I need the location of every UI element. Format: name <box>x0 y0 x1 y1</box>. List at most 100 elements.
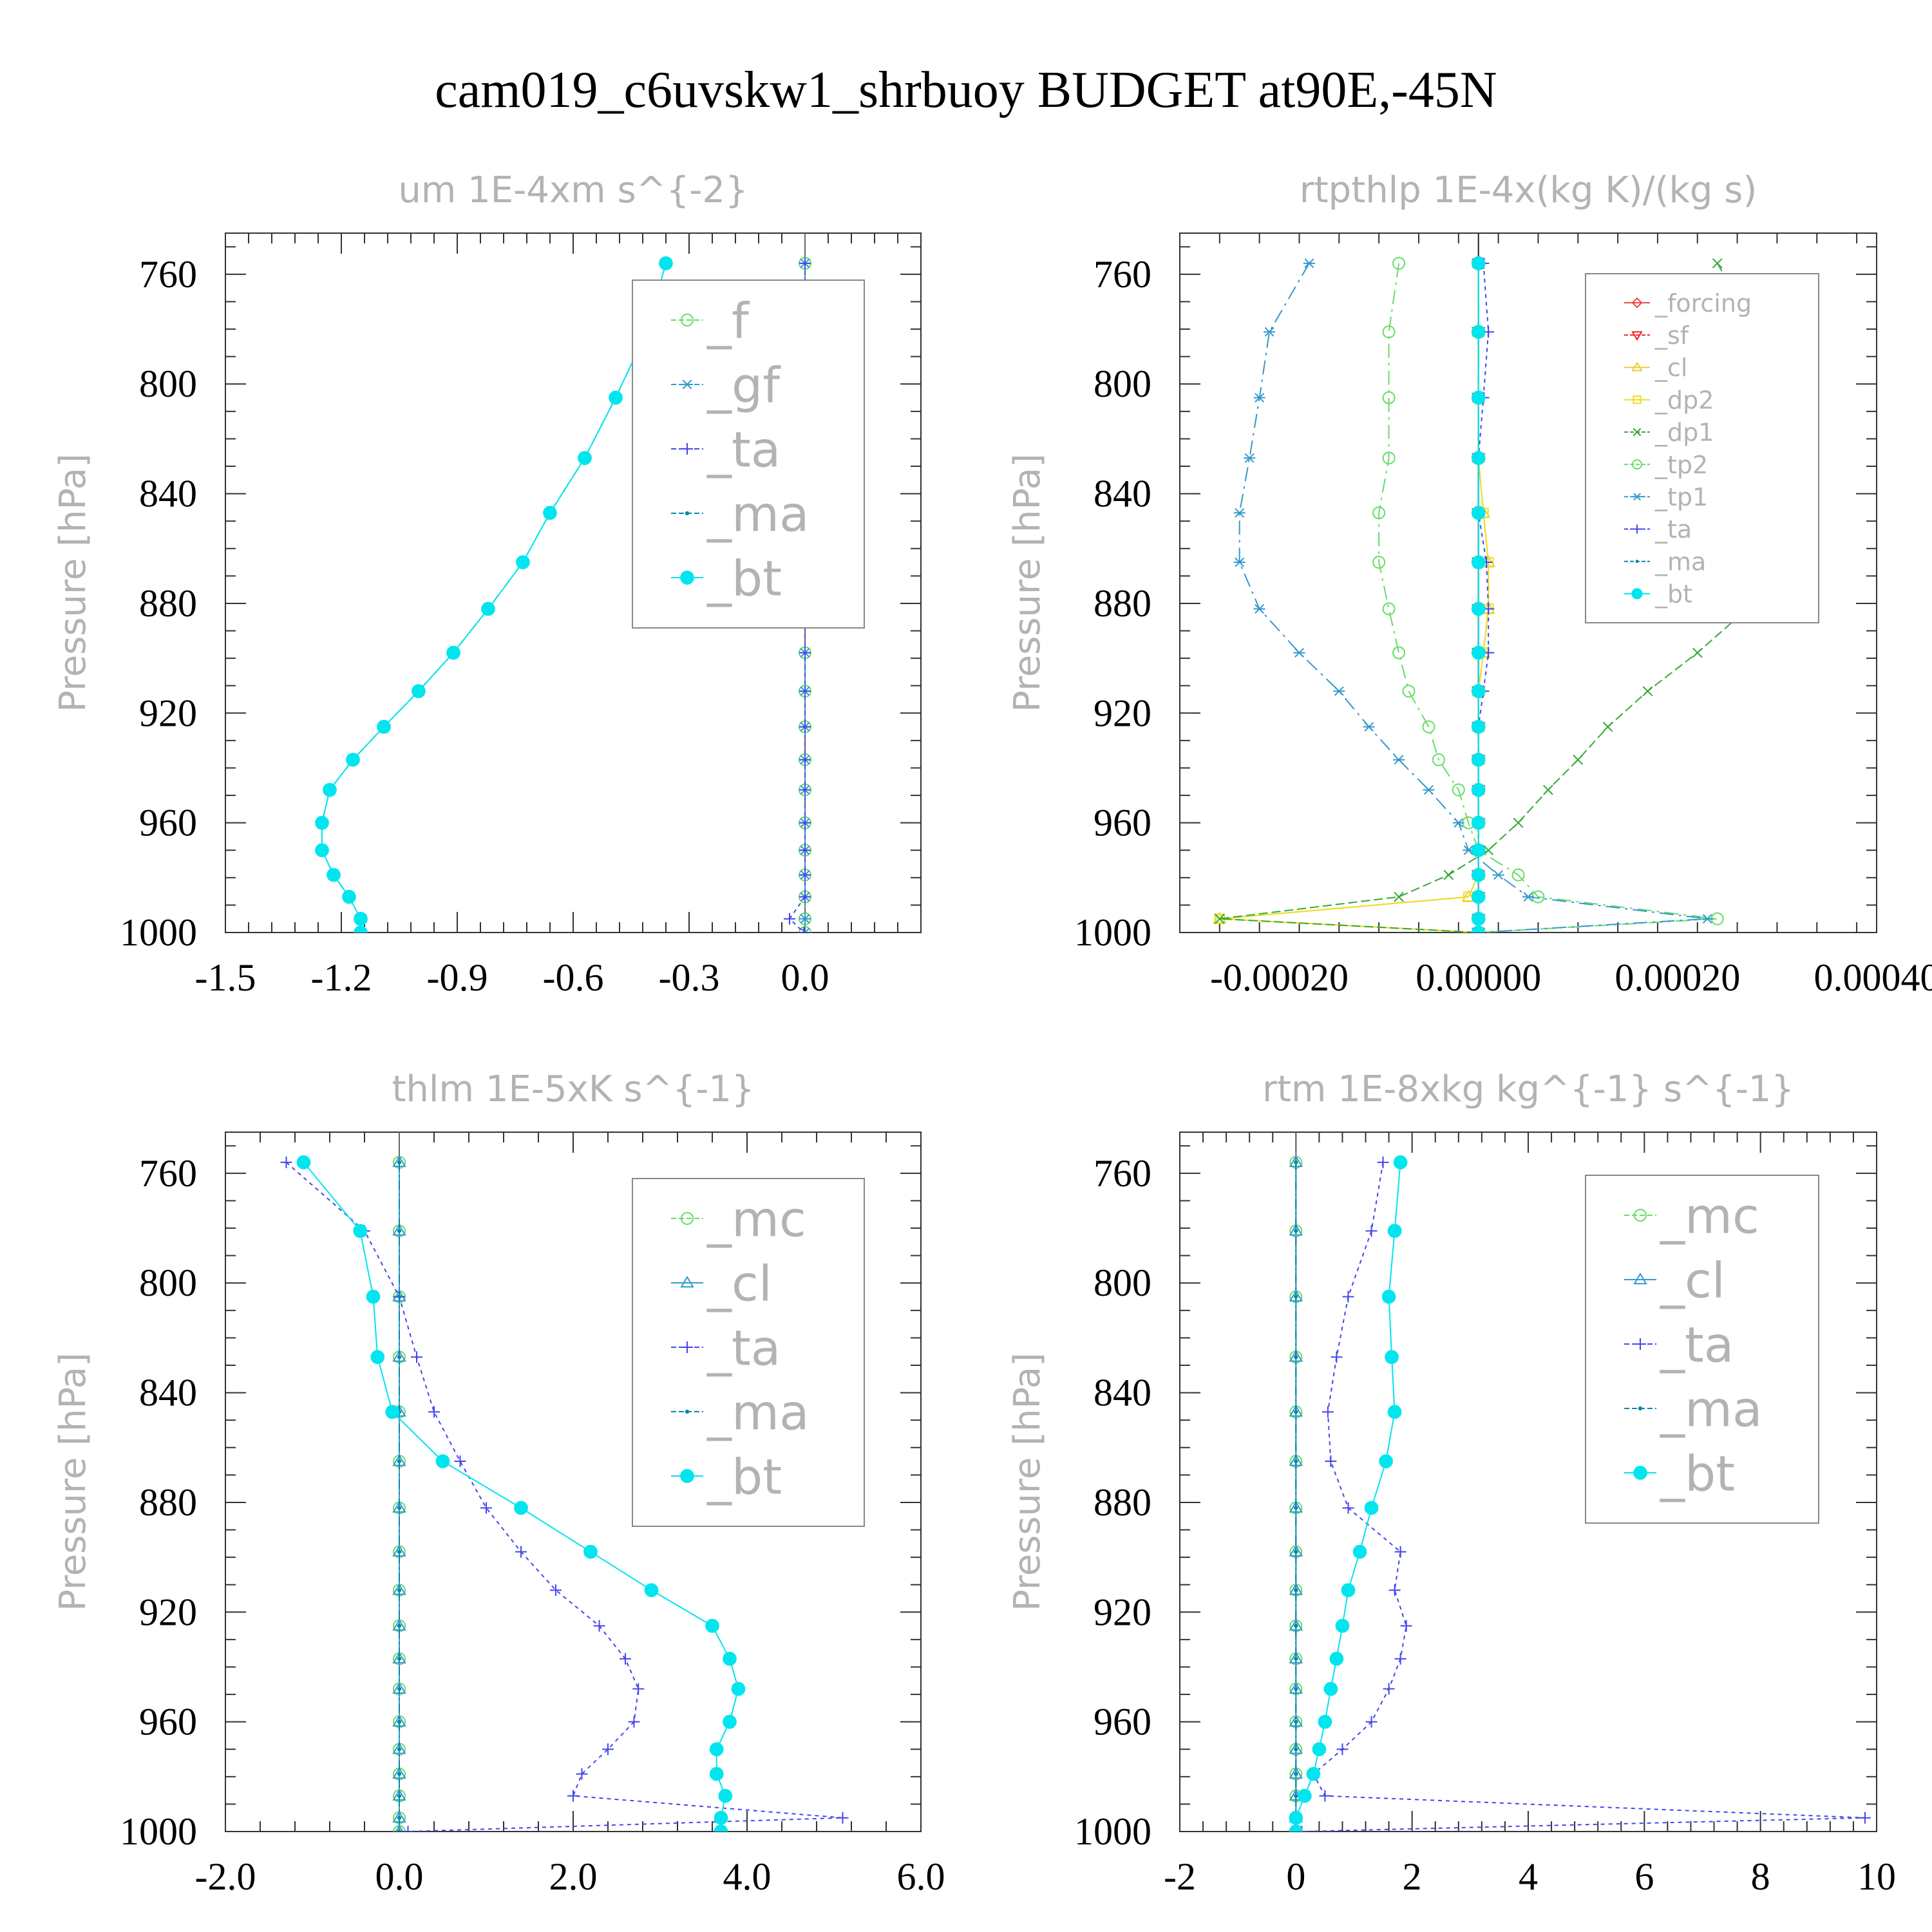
data-point_cl <box>392 1350 406 1362</box>
data-point_ma <box>1294 1506 1298 1510</box>
data-point_tp2 <box>1372 556 1386 569</box>
legend-marker_cl <box>1633 1273 1647 1285</box>
y-tick-label: 920 <box>139 692 197 734</box>
legend-label_dp1: _dp1 <box>1654 419 1714 447</box>
data-point_bt <box>731 1681 746 1696</box>
x-tick-label: 8 <box>1751 1855 1770 1898</box>
legend-label_gf: _gf <box>706 356 781 413</box>
data-point_ta <box>576 1768 588 1780</box>
data-point_ta <box>799 753 811 766</box>
data-point_bt <box>385 1405 400 1419</box>
data-point_ma <box>397 1719 402 1724</box>
data-point_bt <box>1298 1788 1312 1803</box>
data-point_bt <box>446 645 460 660</box>
series-group <box>1289 1155 1871 1832</box>
data-point_ta <box>1331 1351 1343 1363</box>
data-point_tp2 <box>1511 868 1525 882</box>
data-point_bt <box>1471 684 1486 699</box>
series-group <box>1213 256 1803 933</box>
y-tick-label: 800 <box>139 363 197 405</box>
legend-label_cl: _cl <box>1660 1251 1725 1309</box>
data-point_ma <box>397 1355 402 1359</box>
data-point_bt <box>296 1155 311 1170</box>
legend-marker_bt <box>680 571 694 585</box>
data-point_bt <box>370 1350 385 1365</box>
y-tick-label: 920 <box>139 1591 197 1633</box>
data-point_ta <box>1336 1743 1349 1756</box>
x-tick-label: -0.00020 <box>1210 956 1349 999</box>
panel-title: rtm 1E-8xkg kg^{-1} s^{-1} <box>1262 1068 1794 1110</box>
legend-marker_mc <box>681 1212 694 1225</box>
legend-label_cl: _cl <box>1654 354 1687 382</box>
data-point_ma <box>1294 1747 1298 1752</box>
data-point_bt <box>1471 645 1486 660</box>
data-point_ta <box>1394 1653 1406 1665</box>
data-point_tp1 <box>1293 648 1305 658</box>
data-point_tp2 <box>1382 602 1396 616</box>
data-point_bt <box>1381 1289 1396 1304</box>
data-point_ta <box>799 869 811 881</box>
data-point_bt <box>1471 815 1486 830</box>
data-point_bt <box>1471 506 1486 520</box>
legend-label_ta: _ta <box>706 421 781 478</box>
x-tick-label: 2.0 <box>549 1855 598 1898</box>
data-point_tp1 <box>1423 785 1435 795</box>
data-point_bt <box>1323 1681 1338 1696</box>
data-point_bt <box>323 782 337 797</box>
data-point_bt <box>1471 911 1486 926</box>
data-point_ma <box>397 1747 402 1752</box>
y-tick-label: 1000 <box>120 1810 197 1853</box>
data-point_bt <box>346 752 360 767</box>
data-point_ta <box>515 1546 527 1558</box>
data-point_tp2 <box>1452 783 1465 797</box>
series-group <box>280 1155 849 1832</box>
data-point_ma <box>1294 1656 1298 1661</box>
data-point_ma <box>1294 1624 1298 1628</box>
data-point_ta <box>1342 1291 1354 1303</box>
legend-label_sf: _sf <box>1654 321 1690 350</box>
data-point_ma <box>1294 1588 1298 1593</box>
data-point_bt <box>1312 1742 1327 1757</box>
data-point_ta <box>602 1743 614 1756</box>
data-point_bt <box>354 911 368 926</box>
data-point_bt <box>1471 867 1486 882</box>
data-point_gf <box>799 927 811 933</box>
y-tick-label: 880 <box>1094 582 1151 625</box>
data-point_tp2 <box>1392 646 1406 659</box>
data-point_ta <box>480 1502 492 1514</box>
data-point_bt <box>718 1788 733 1803</box>
y-tick-label: 760 <box>139 1152 197 1195</box>
data-point_tp2 <box>1432 753 1445 766</box>
data-point_bt <box>659 256 673 270</box>
legend-label_ta: _ta <box>1660 1316 1734 1373</box>
data-point_ma <box>1294 1719 1298 1724</box>
legend: _forcing _sf _cl _dp2 _dp1 _tp2 _tp1 _ta _ma _bt <box>1585 273 1819 623</box>
legend-marker_tp1 <box>1633 493 1642 501</box>
data-point_ta <box>1342 1502 1354 1514</box>
data-point_ta <box>567 1790 579 1802</box>
data-point_tp2 <box>1382 325 1396 339</box>
data-point_ta <box>799 257 811 269</box>
data-point_ma <box>1294 1294 1298 1299</box>
x-tick-label: 4 <box>1519 1855 1538 1898</box>
y-tick-label: 960 <box>139 1701 197 1743</box>
data-point_cl <box>1289 1224 1303 1236</box>
series-line_bt <box>321 263 667 933</box>
legend-marker_cl <box>1631 361 1643 372</box>
data-point_bt <box>1385 1350 1399 1365</box>
y-axis-label: Pressure [hPa] <box>1007 453 1048 712</box>
data-point_bt <box>516 555 530 569</box>
y-tick-label: 880 <box>1094 1481 1151 1524</box>
y-tick-label: 1000 <box>1074 1810 1151 1853</box>
y-tick-label: 800 <box>139 1262 197 1304</box>
legend: _mc _cl _ta _ma _bt <box>1585 1175 1819 1524</box>
panel-1: um 1E-4xm s^{-2} Pressure [hPa] 760 800 840 8… <box>52 169 922 999</box>
legend-marker_ma <box>685 1409 690 1414</box>
data-point_bt <box>315 843 329 858</box>
data-point_tp1 <box>1333 686 1345 696</box>
data-point_ma <box>397 1506 402 1510</box>
data-point_bt <box>1329 1651 1344 1666</box>
data-point_ta <box>799 721 811 733</box>
data-point_cl <box>1289 1405 1303 1417</box>
data-point_bt <box>1471 601 1486 616</box>
